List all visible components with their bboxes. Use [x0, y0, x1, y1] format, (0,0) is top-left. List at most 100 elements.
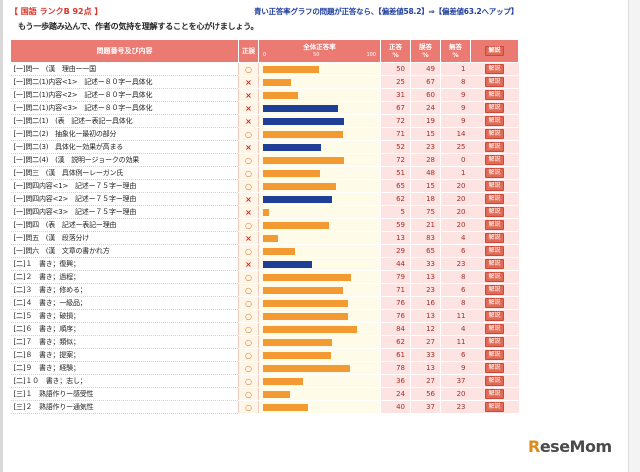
- explain-button[interactable]: 解説: [485, 194, 504, 204]
- table-row: [一]問四内容<3> 記述ー７５字ー理由 × 5 75 20 解説: [10, 205, 519, 219]
- rate-bar-cell: [258, 140, 381, 154]
- explain-button[interactable]: 解説: [485, 272, 504, 282]
- wrong-percent: 67: [410, 75, 441, 89]
- explain-button[interactable]: 解説: [485, 116, 504, 126]
- explain-button[interactable]: 解説: [485, 246, 504, 256]
- table-row: [一]問三 (漢 具体例ーレーガン氏 ○ 51 48 1 解説: [10, 166, 519, 180]
- table-body: [一]問一 (漢 理由ー一国 ○ 50 49 1 解説 [一]問二(1)内容<1> 記述ー８…: [10, 62, 519, 414]
- table-row: [二]１ 書き；復興； × 44 33 23 解説: [10, 257, 519, 271]
- explain-button[interactable]: 解説: [485, 337, 504, 347]
- rate-bar-orange: [263, 78, 291, 86]
- answer-mark: ×: [238, 257, 259, 271]
- question-label: [二]２ 書き；過程；: [10, 270, 239, 284]
- explain-button[interactable]: 解説: [485, 207, 504, 217]
- scale-50: 50: [313, 52, 320, 58]
- correct-percent: 72: [380, 114, 411, 128]
- wrong-percent: 28: [410, 153, 441, 167]
- answer-mark: ○: [238, 348, 259, 362]
- explain-button[interactable]: 解説: [485, 142, 504, 152]
- correct-percent: 44: [380, 257, 411, 271]
- table-row: [一]問二(1)内容<1> 記述ー８０字ー具体化 × 25 67 8 解説: [10, 75, 519, 89]
- question-label: [一]問四内容<2> 記述ー７５字ー理由: [10, 192, 239, 206]
- explain-button[interactable]: 解説: [485, 311, 504, 321]
- table-row: [二]５ 書き；破損； ○ 76 13 11 解説: [10, 309, 519, 323]
- wrong-percent: 60: [410, 88, 441, 102]
- correct-percent: 84: [380, 322, 411, 336]
- question-label: [一]問二(1)内容<2> 記述ー８０字ー具体化: [10, 88, 239, 102]
- explain-button[interactable]: 解説: [485, 298, 504, 308]
- rate-bar-cell: [258, 309, 381, 323]
- explain-cell: 解説: [470, 257, 519, 271]
- table-row: [一]問六 (漢 文章の書かれ方 ○ 29 65 6 解説: [10, 244, 519, 258]
- explain-button[interactable]: 解説: [485, 285, 504, 295]
- rate-bar-cell: [258, 205, 381, 219]
- explain-button[interactable]: 解説: [485, 402, 504, 412]
- rate-bar-cell: [258, 322, 381, 336]
- table-row: [二]３ 書き；修める； ○ 71 23 6 解説: [10, 283, 519, 297]
- wrong-percent: 83: [410, 231, 441, 245]
- header-rate: 全体正答率 0 50 100: [258, 39, 381, 63]
- score-report: 【 国語 ランクB 92点 】 青い正答率グラフの問題が正答なら、【偏差値58.…: [10, 4, 519, 414]
- rate-bar-cell: [258, 218, 381, 232]
- correct-percent: 50: [380, 62, 411, 76]
- explain-cell: 解説: [470, 231, 519, 245]
- explain-button[interactable]: 解説: [485, 259, 504, 269]
- table-row: [一]問二(4) (漢 説明ージョークの効果 ○ 72 28 0 解説: [10, 153, 519, 167]
- logo-rest: eseMom: [539, 437, 612, 456]
- blank-percent: 9: [440, 361, 471, 375]
- table-row: [一]問四内容<2> 記述ー７５字ー理由 × 62 18 20 解説: [10, 192, 519, 206]
- wrong-percent: 24: [410, 101, 441, 115]
- rate-bar-orange: [263, 130, 343, 138]
- question-label: [一]問一 (漢 理由ー一国: [10, 62, 239, 76]
- scale-100: 100: [366, 52, 376, 58]
- table-row: [三]１ 熟語作りー感受性 ○ 24 56 20 解説: [10, 387, 519, 401]
- correct-percent: 25: [380, 75, 411, 89]
- answer-mark: ○: [238, 218, 259, 232]
- table-row: [一]問一 (漢 理由ー一国 ○ 50 49 1 解説: [10, 62, 519, 76]
- explain-button[interactable]: 解説: [485, 77, 504, 87]
- explain-button[interactable]: 解説: [485, 233, 504, 243]
- explain-cell: 解説: [470, 322, 519, 336]
- answer-mark: ○: [238, 335, 259, 349]
- explain-button[interactable]: 解説: [485, 350, 504, 360]
- correct-percent: 71: [380, 127, 411, 141]
- explain-button[interactable]: 解説: [485, 220, 504, 230]
- explain-button[interactable]: 解説: [485, 155, 504, 165]
- blank-percent: 23: [440, 257, 471, 271]
- explain-cell: 解説: [470, 205, 519, 219]
- answer-mark: ○: [238, 309, 259, 323]
- rate-bar-orange: [263, 234, 278, 242]
- explain-button[interactable]: 解説: [485, 363, 504, 373]
- explain-button[interactable]: 解説: [485, 90, 504, 100]
- explain-cell: 解説: [470, 309, 519, 323]
- blank-percent: 14: [440, 127, 471, 141]
- explain-cell: 解説: [470, 114, 519, 128]
- header-explain: 解説: [470, 39, 519, 63]
- question-label: [一]問五 (漢 段落分け: [10, 231, 239, 245]
- blank-percent: 23: [440, 400, 471, 414]
- question-label: [一]問四 (表 記述ー表記ー理由: [10, 218, 239, 232]
- table-row: [二]１０ 書き；志し； ○ 36 27 37 解説: [10, 374, 519, 388]
- rate-bar-cell: [258, 361, 381, 375]
- explain-button[interactable]: 解説: [485, 324, 504, 334]
- explain-button[interactable]: 解説: [485, 129, 504, 139]
- explain-button[interactable]: 解説: [485, 376, 504, 386]
- correct-percent: 36: [380, 374, 411, 388]
- explain-button[interactable]: 解説: [485, 389, 504, 399]
- explain-cell: 解説: [470, 361, 519, 375]
- page-gutter-right: [628, 0, 640, 472]
- explain-cell: 解説: [470, 101, 519, 115]
- explain-cell: 解説: [470, 296, 519, 310]
- answer-mark: ○: [238, 62, 259, 76]
- answer-mark: ×: [238, 101, 259, 115]
- explain-button[interactable]: 解説: [485, 168, 504, 178]
- rate-bar-cell: [258, 335, 381, 349]
- explain-button[interactable]: 解説: [485, 181, 504, 191]
- explain-button[interactable]: 解説: [485, 103, 504, 113]
- rate-bar-cell: [258, 387, 381, 401]
- answer-mark: ×: [238, 88, 259, 102]
- wrong-percent: 56: [410, 387, 441, 401]
- correct-percent: 29: [380, 244, 411, 258]
- explain-button[interactable]: 解説: [485, 64, 504, 74]
- rate-bar-orange: [263, 338, 333, 346]
